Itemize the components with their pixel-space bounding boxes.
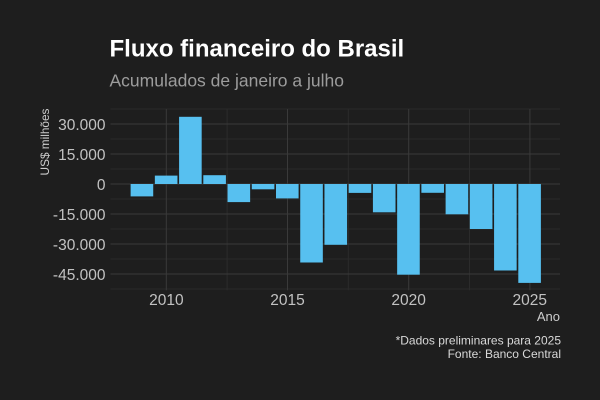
svg-text:15.000: 15.000 bbox=[58, 147, 106, 164]
svg-text:2015: 2015 bbox=[270, 292, 304, 309]
svg-text:2020: 2020 bbox=[391, 292, 426, 309]
svg-text:-45.000: -45.000 bbox=[53, 267, 106, 284]
svg-text:*Dados preliminares para 2025: *Dados preliminares para 2025 bbox=[396, 334, 562, 348]
svg-text:Acumulados de janeiro a julho: Acumulados de janeiro a julho bbox=[110, 70, 344, 90]
svg-text:Fonte: Banco Central: Fonte: Banco Central bbox=[448, 347, 561, 361]
svg-text:Fluxo financeiro do Brasil: Fluxo financeiro do Brasil bbox=[110, 36, 405, 63]
svg-text:-15.000: -15.000 bbox=[53, 207, 106, 224]
svg-text:US$ milhões: US$ milhões bbox=[38, 108, 52, 175]
svg-text:Ano: Ano bbox=[537, 309, 560, 324]
svg-text:2025: 2025 bbox=[513, 292, 547, 309]
svg-text:30.000: 30.000 bbox=[58, 117, 106, 134]
svg-text:2010: 2010 bbox=[149, 292, 184, 309]
svg-text:-30.000: -30.000 bbox=[53, 237, 106, 254]
svg-text:0: 0 bbox=[97, 177, 106, 194]
